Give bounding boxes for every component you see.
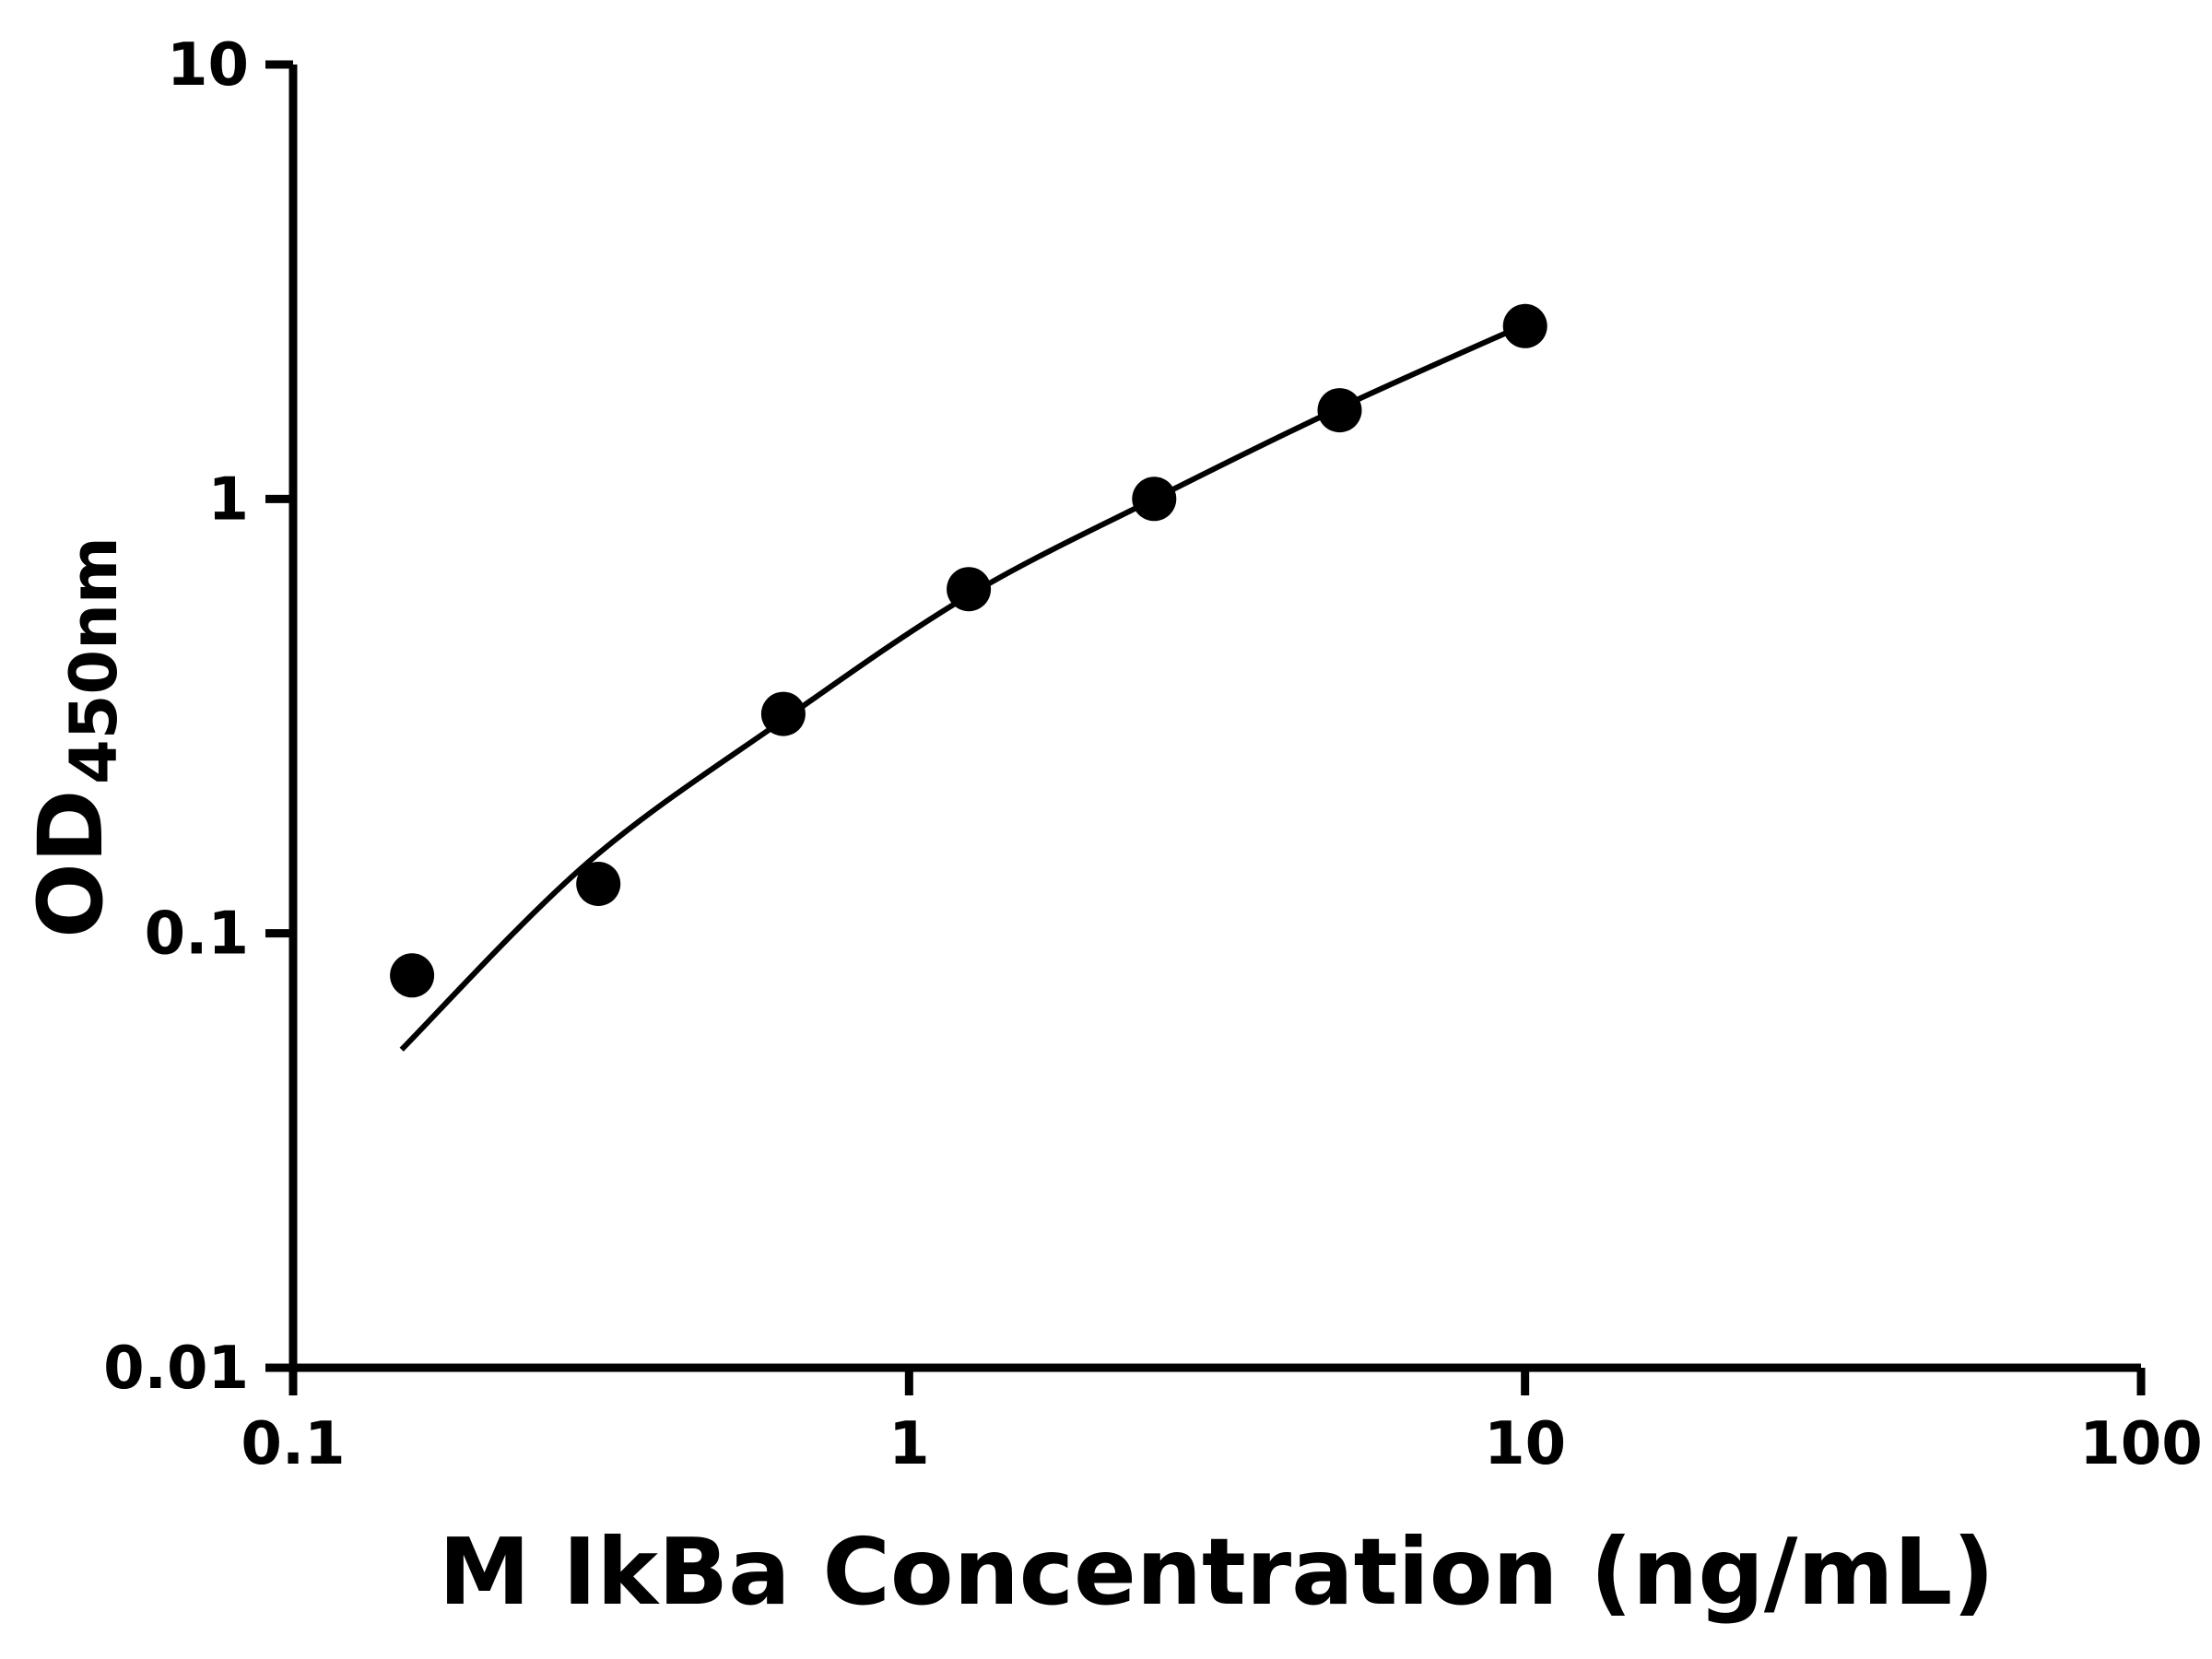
y-axis-label-subscript: 450nm	[56, 536, 132, 784]
y-tick-label: 10	[167, 31, 249, 100]
data-point	[1502, 303, 1547, 348]
y-axis-label: OD 450nm	[19, 536, 132, 938]
data-point	[1317, 388, 1362, 433]
x-tick-label: 0.1	[241, 1410, 345, 1478]
x-tick-label: 1	[888, 1410, 930, 1478]
x-tick-label: 100	[2079, 1410, 2203, 1478]
x-axis-label: M IkBa Concentration (ng/mL)	[439, 1518, 1994, 1626]
y-tick-label: 1	[207, 465, 249, 534]
axis-spines	[288, 65, 2141, 1372]
data-point	[1132, 477, 1177, 522]
x-tick-label: 10	[1484, 1410, 1566, 1478]
data-point	[390, 953, 435, 998]
fit-curve	[399, 322, 1526, 1052]
data-point	[576, 862, 621, 906]
y-tick-label: 0.1	[145, 900, 249, 969]
data-point	[947, 567, 992, 612]
data-point	[760, 691, 806, 736]
y-tick-label: 0.01	[103, 1335, 249, 1403]
y-axis-label-main: OD	[19, 790, 123, 938]
svg-text:OD 450nm: OD 450nm	[19, 536, 132, 938]
